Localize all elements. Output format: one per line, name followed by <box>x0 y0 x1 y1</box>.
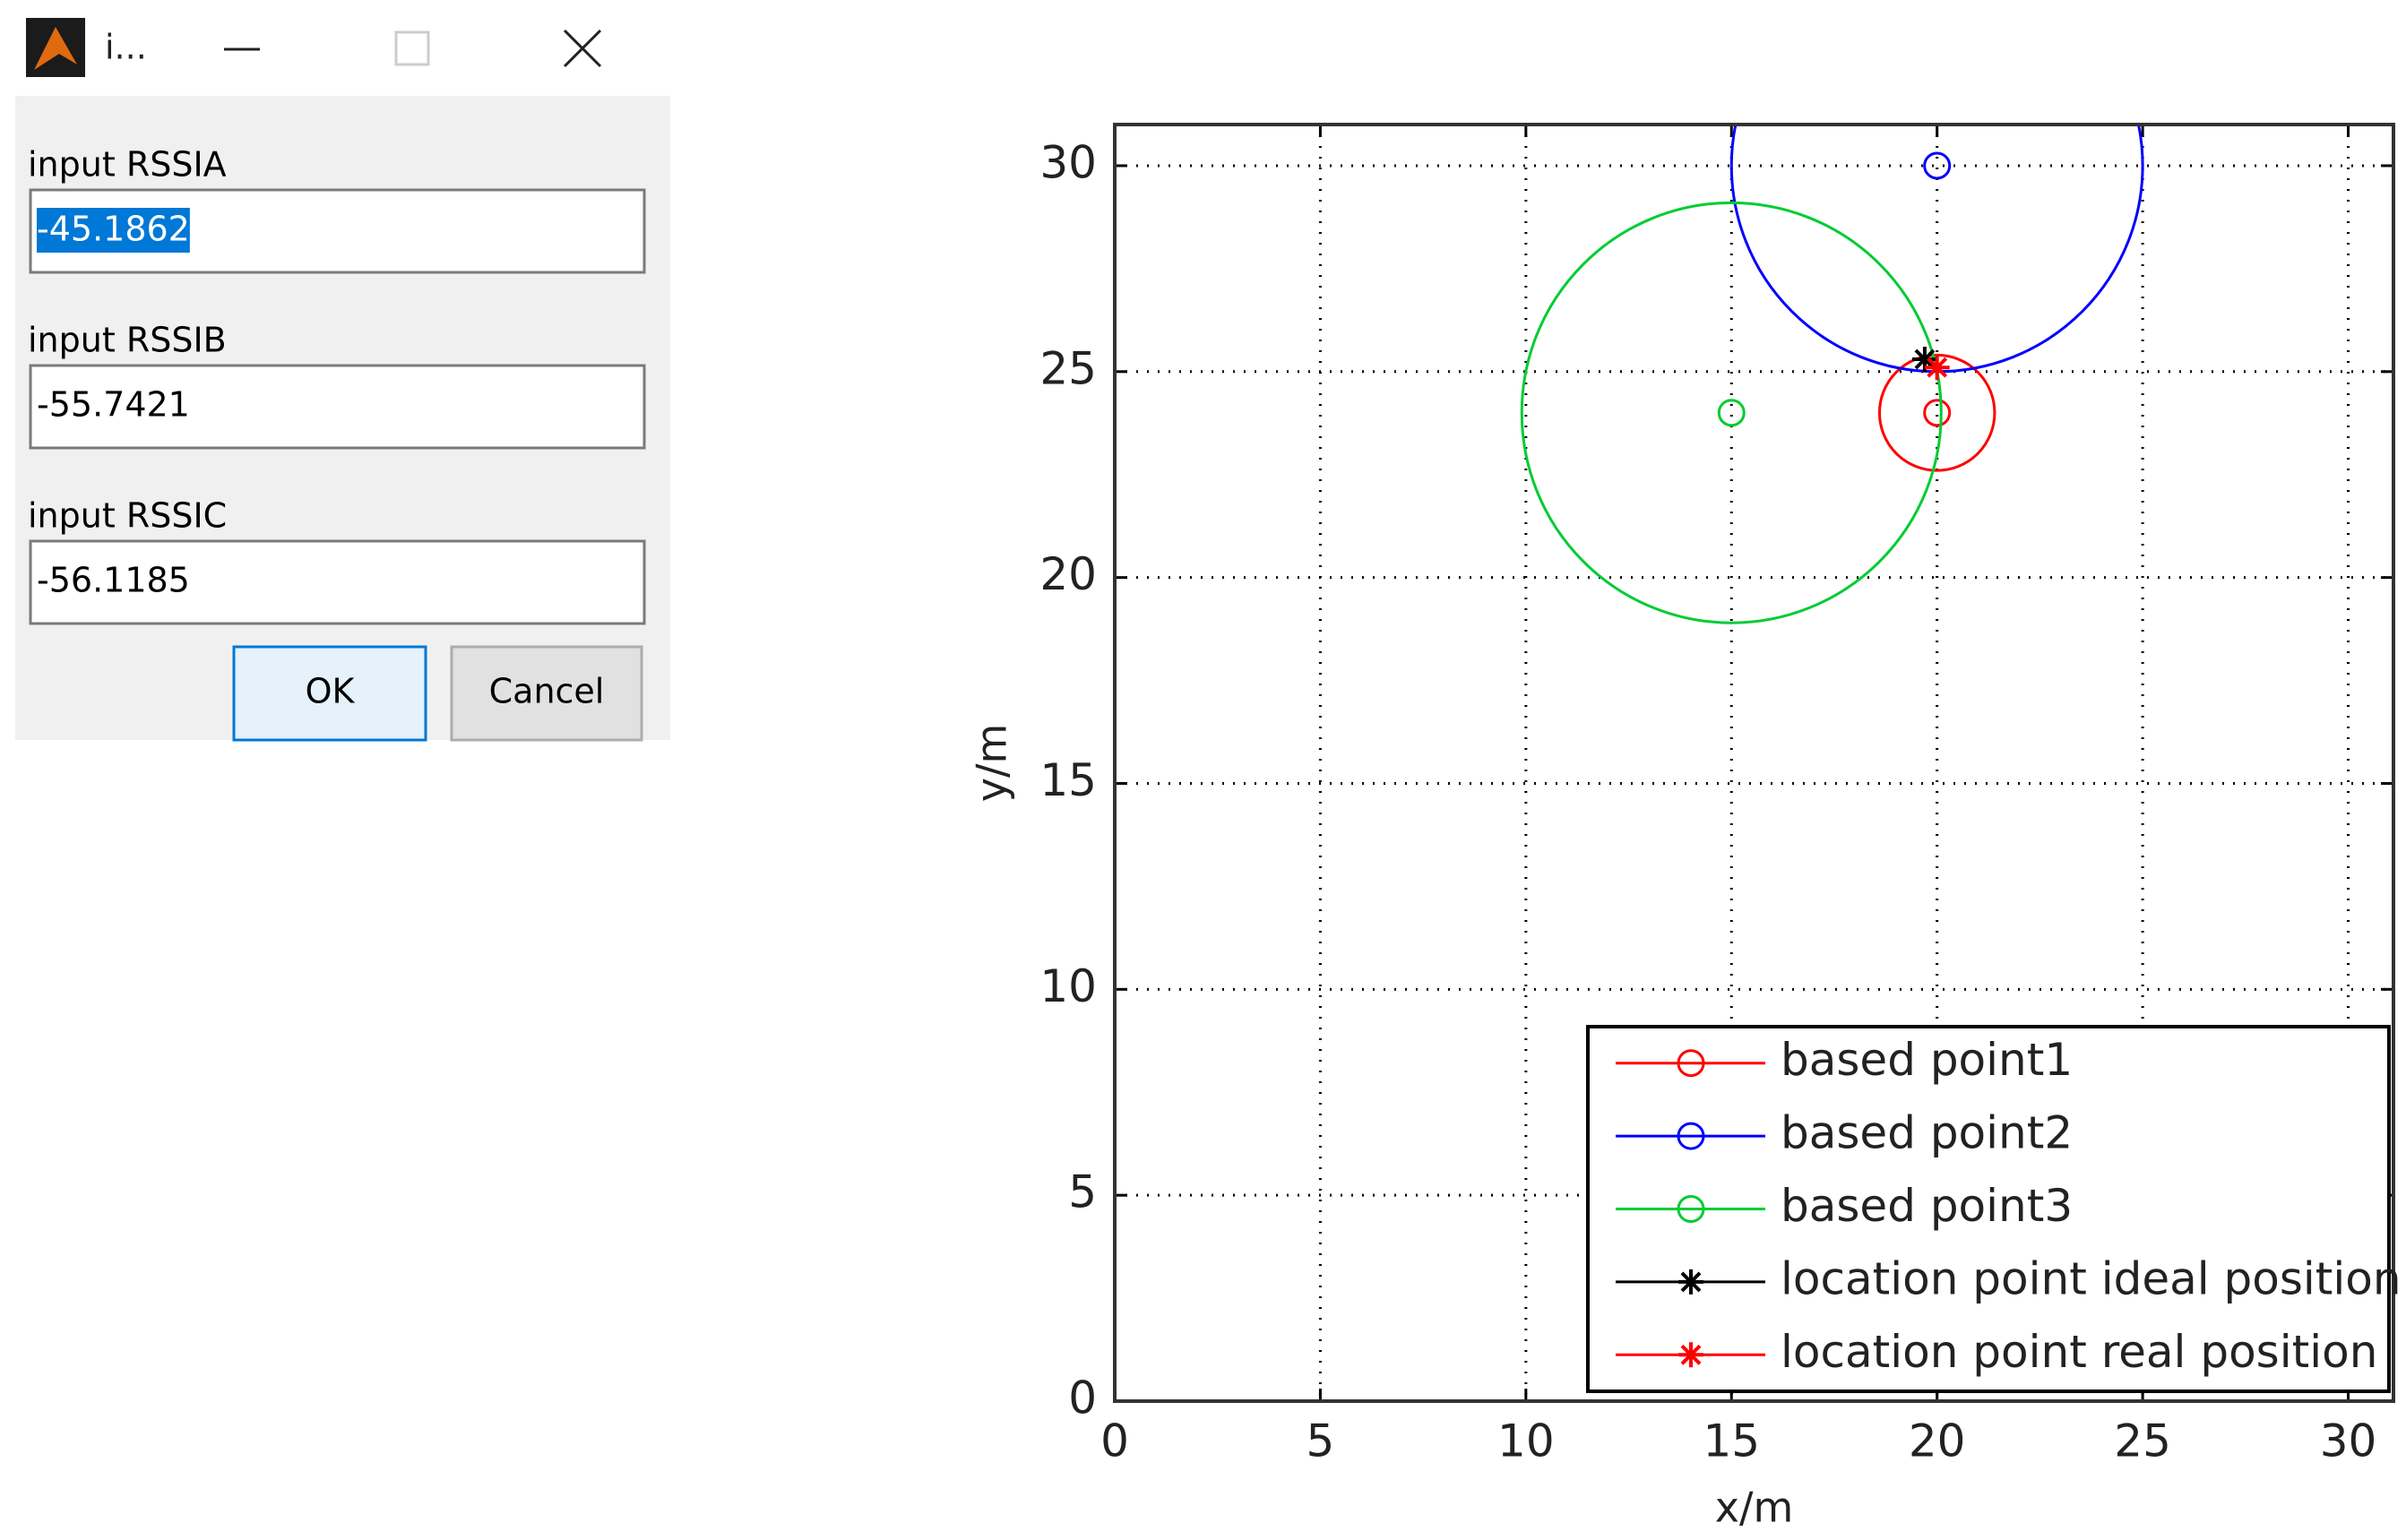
legend-label: location point real position <box>1781 1326 2377 1378</box>
marker <box>1911 347 1937 373</box>
y-tick-label: 10 <box>1039 960 1097 1012</box>
plot-clip <box>1520 125 2144 624</box>
x-axis-label: x/m <box>1715 1484 1794 1532</box>
legend-label: based point1 <box>1781 1034 2073 1086</box>
marker <box>1923 399 1952 427</box>
legend-label: based point3 <box>1781 1180 2073 1232</box>
y-tick-label: 5 <box>1068 1166 1097 1218</box>
x-tick-label: 20 <box>1909 1415 1966 1467</box>
y-tick-label: 20 <box>1039 548 1097 600</box>
app-icon-shape <box>34 27 77 70</box>
x-tick-label: 25 <box>2114 1415 2171 1467</box>
axes-frame <box>1113 123 2395 1403</box>
x-tick-label: 30 <box>2320 1415 2377 1467</box>
field-value[interactable]: -55.7421 <box>37 385 190 425</box>
cancel-button[interactable] <box>450 645 643 742</box>
marker <box>1924 355 1950 381</box>
field-label: input RSSIB <box>28 321 227 360</box>
x-tick-label: 10 <box>1497 1415 1555 1467</box>
field-label: input RSSIC <box>28 496 227 536</box>
field-value[interactable]: -45.1862 <box>37 210 190 249</box>
legend-marker <box>1678 1342 1703 1368</box>
legend-marker <box>1678 1269 1703 1295</box>
field-value[interactable]: -56.1185 <box>37 561 190 600</box>
marker <box>1717 399 1746 427</box>
close-button[interactable] <box>563 29 602 68</box>
x-tick-label: 0 <box>1100 1415 1129 1467</box>
legend-label: based point2 <box>1781 1107 2073 1159</box>
range-circle <box>1520 201 1943 624</box>
text-field[interactable] <box>29 539 646 625</box>
legend-marker <box>1677 1195 1705 1223</box>
cancel-button-label[interactable]: Cancel <box>489 672 605 711</box>
legend-label: location point ideal position <box>1781 1252 2402 1304</box>
text-selection <box>37 208 190 253</box>
y-tick-label: 15 <box>1039 754 1097 806</box>
text-field[interactable] <box>29 364 646 450</box>
legend-marker <box>1677 1122 1705 1150</box>
x-tick-label: 5 <box>1306 1415 1335 1467</box>
window-title: i... <box>105 28 147 67</box>
title-bar <box>0 0 672 92</box>
marker <box>1923 151 1952 180</box>
maximize-button[interactable] <box>394 30 430 66</box>
y-tick-label: 30 <box>1039 136 1097 188</box>
x-tick-label: 15 <box>1703 1415 1760 1467</box>
y-axis-label: y/m <box>968 724 1016 803</box>
field-label: input RSSIA <box>28 145 227 185</box>
ok-button[interactable] <box>232 645 427 742</box>
legend-marker <box>1677 1049 1705 1078</box>
y-tick-label: 0 <box>1068 1372 1097 1424</box>
y-tick-label: 25 <box>1039 342 1097 394</box>
ok-button-label[interactable]: OK <box>306 672 356 711</box>
chart: 0 5 10 15 20 25 30 0 5 10 15 20 25 30 x/m y/m based poin… <box>968 123 2402 1532</box>
